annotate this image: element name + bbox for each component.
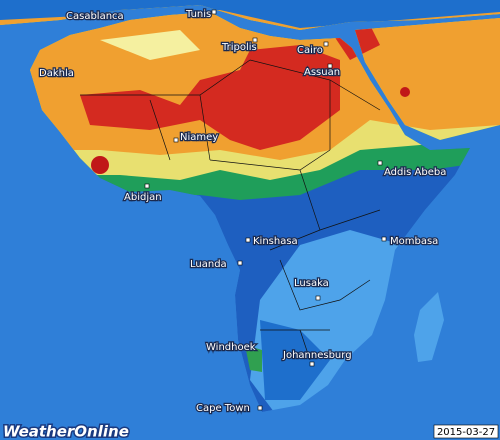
city-label: Assuan [304, 67, 340, 78]
city-dot [252, 37, 258, 43]
city-label: Casablanca [66, 11, 124, 22]
city-dot [309, 361, 315, 367]
city-label: Cape Town [196, 403, 250, 414]
city-label: Dakhla [39, 68, 74, 79]
city-label: Johannesburg [282, 350, 352, 361]
city-dot [377, 160, 383, 166]
city-label: Abidjan [124, 192, 162, 203]
city-label: Luanda [190, 259, 227, 270]
city-dot [173, 137, 179, 143]
city-label: Windhoek [206, 342, 256, 353]
city-dot [315, 295, 321, 301]
city-dot [323, 41, 329, 47]
city-label: Tunis [185, 9, 211, 20]
city-dot [245, 237, 251, 243]
city-label: Niamey [180, 132, 218, 143]
city-label: Addis Abeba [384, 167, 446, 178]
logo: WeatherOnline [3, 423, 129, 440]
city-dot [241, 345, 247, 351]
city-label: Cairo [297, 45, 323, 56]
city-dot [257, 405, 263, 411]
city-markers [144, 9, 387, 411]
date: 2015-03-27 [437, 427, 495, 438]
city-dot [237, 260, 243, 266]
city-dot [211, 9, 217, 15]
city-label: Lusaka [294, 278, 329, 289]
city-dot [381, 236, 387, 242]
country-borders [80, 59, 381, 361]
city-label: Kinshasa [253, 236, 298, 247]
city-label: Tripolis [221, 42, 257, 53]
city-dot [144, 183, 150, 189]
date-box [433, 424, 499, 439]
city-dot [327, 63, 333, 69]
city-labels: Casablanca Tunis Tripolis Cairo Assuan D… [38, 8, 448, 416]
city-label: Mombasa [390, 236, 438, 247]
